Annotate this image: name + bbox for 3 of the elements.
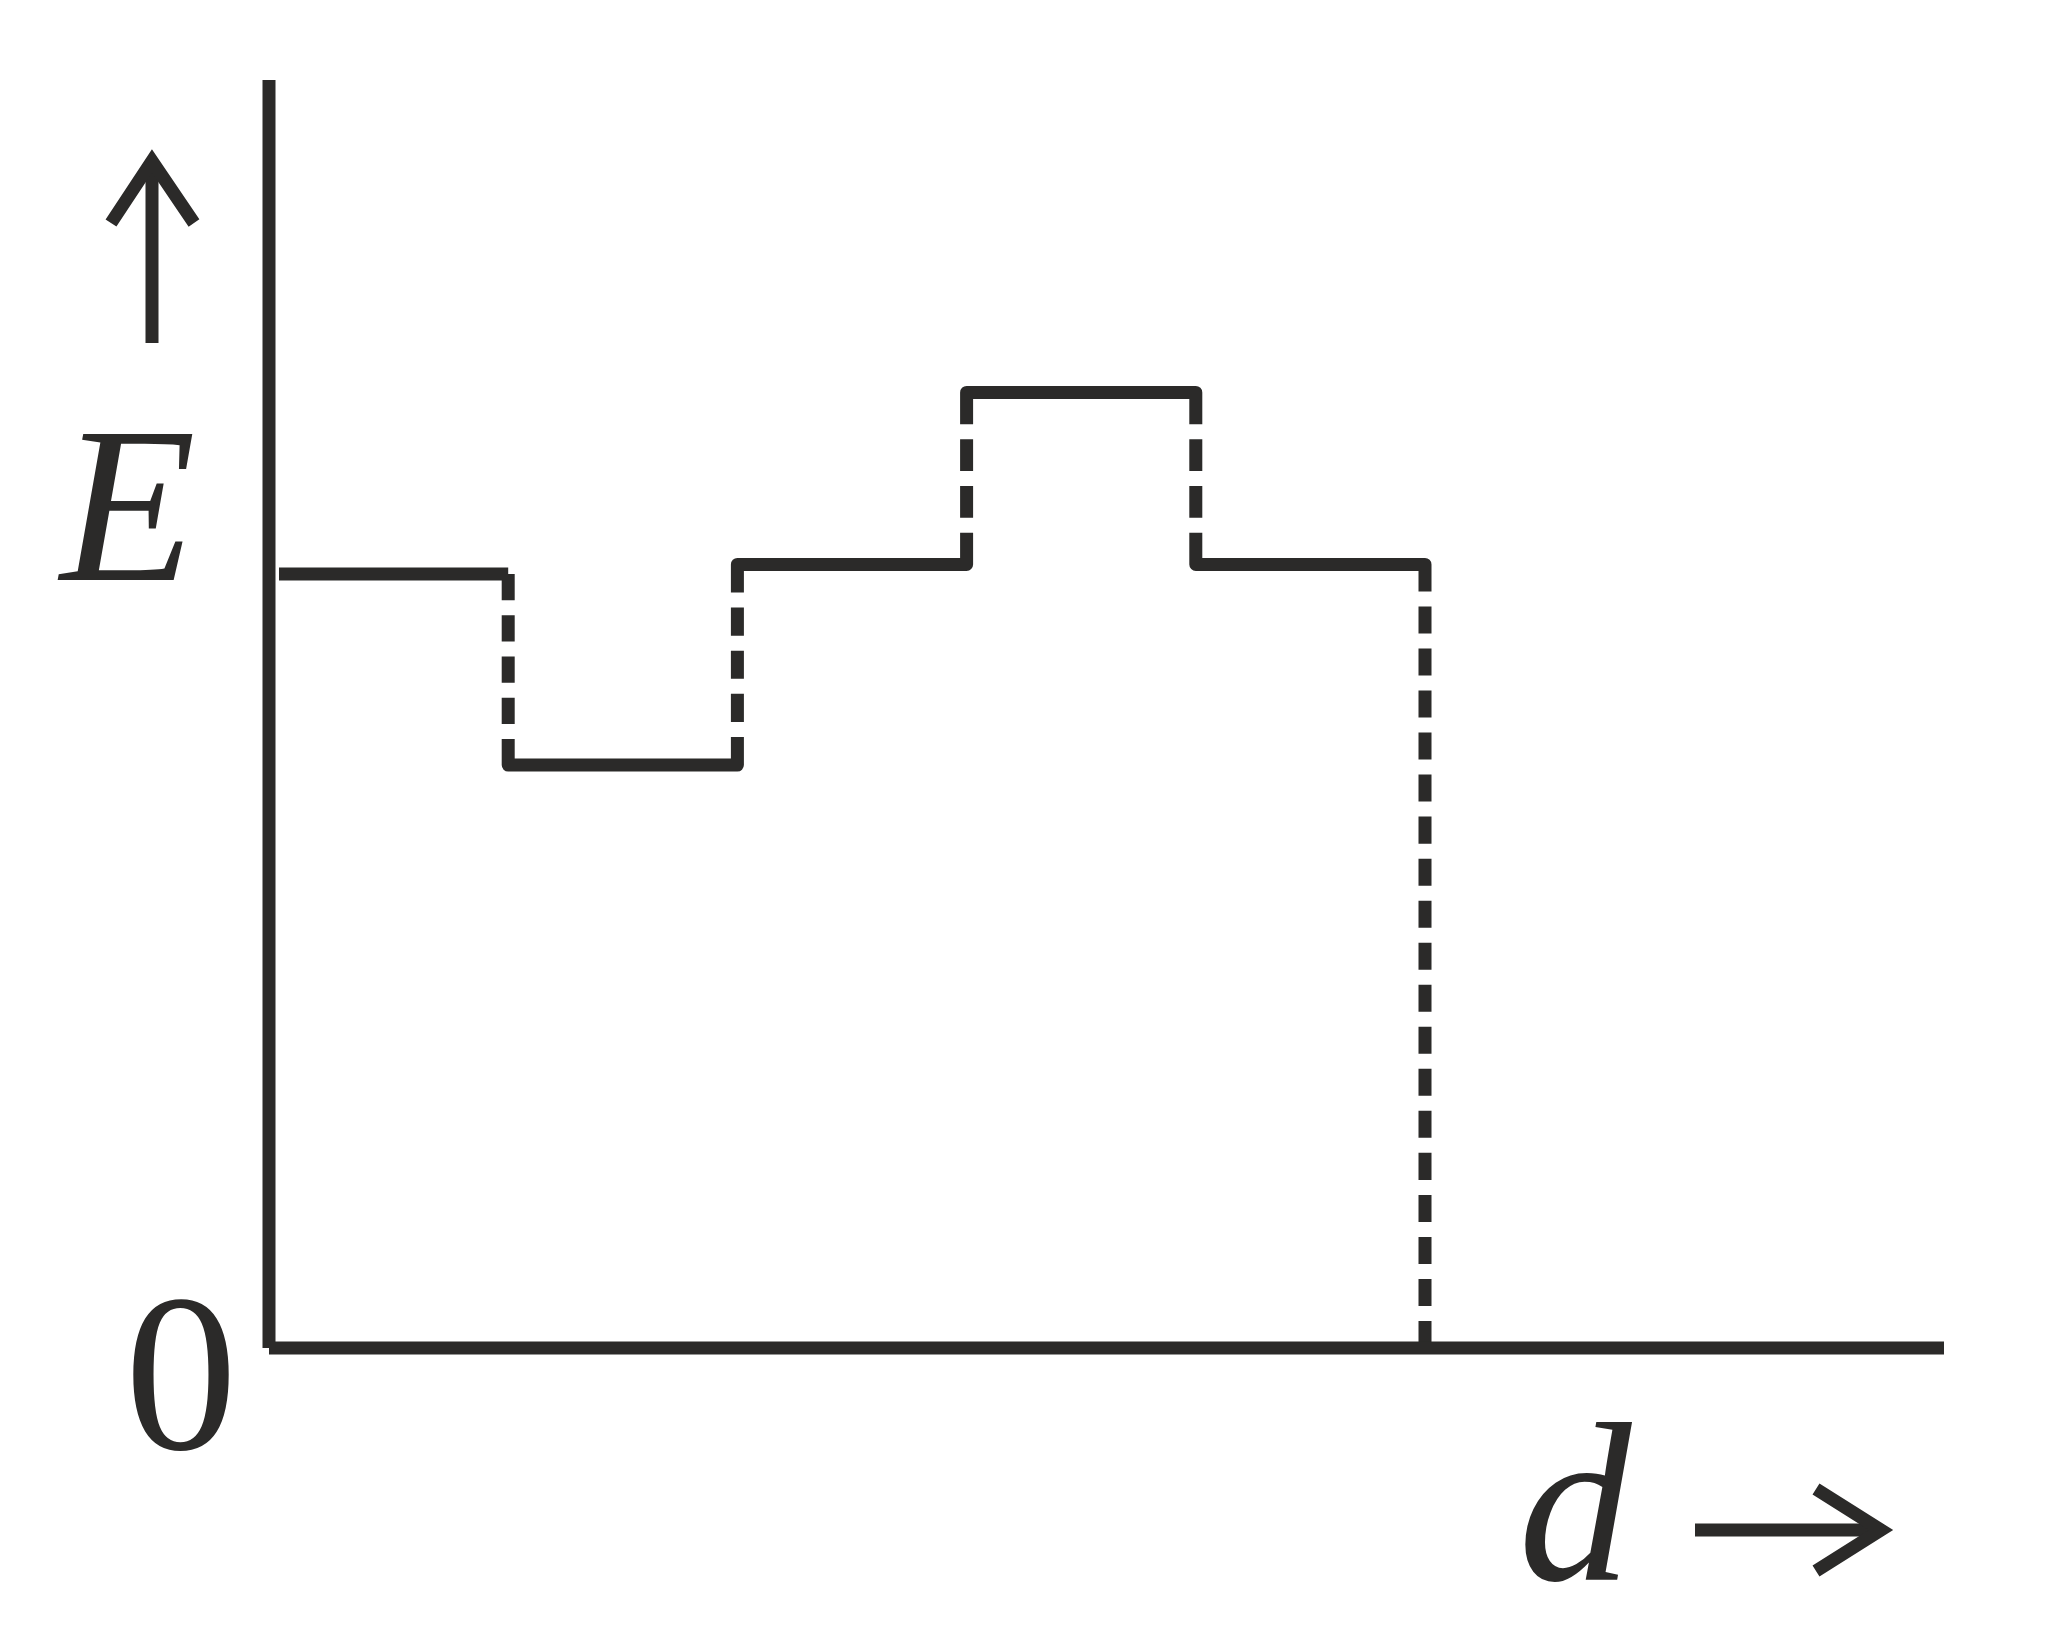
annotation: 0 (124, 1248, 238, 1498)
x-axis-title: d (1518, 1379, 1633, 1629)
y-axis-title: E (57, 382, 196, 628)
